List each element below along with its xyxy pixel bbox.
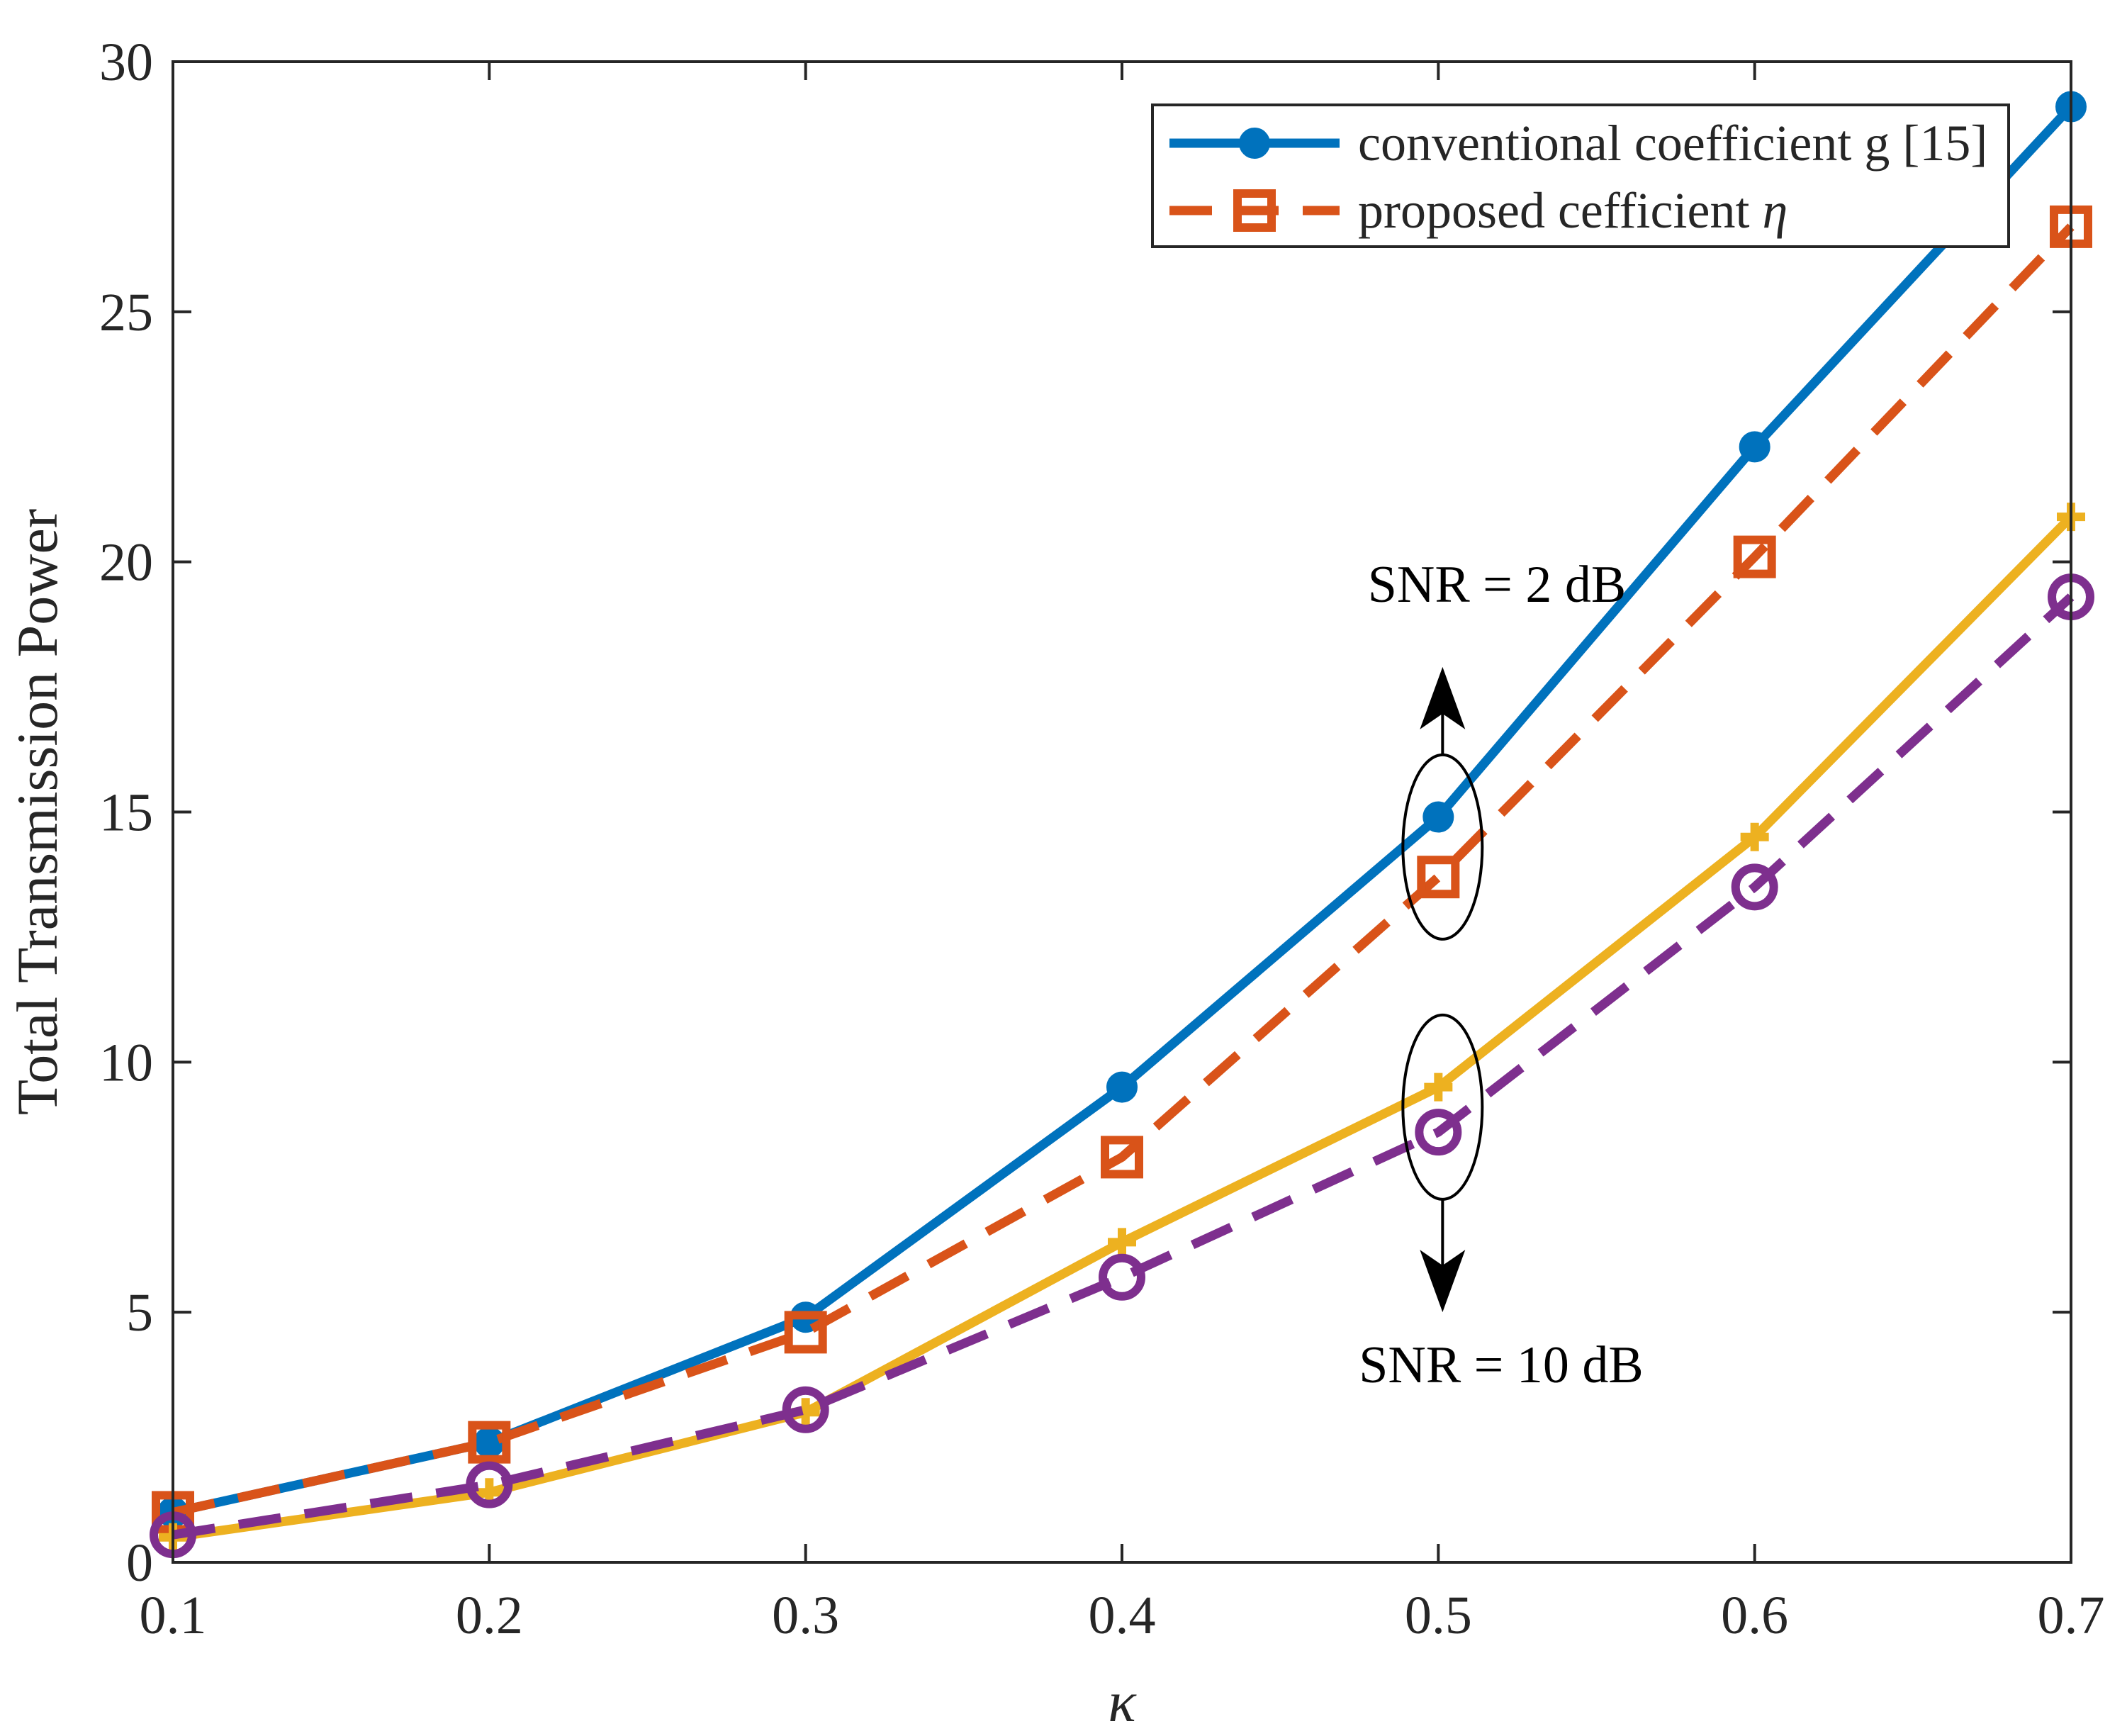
x-axis-label: κ: [1108, 1669, 1137, 1734]
series-4-point-4: [1099, 1253, 1145, 1301]
series-2-point-4: [1101, 1136, 1143, 1179]
annotation-layer: SNR = 2 dB SNR = 10 dB: [1359, 556, 1644, 1394]
series-1-point-6: [1739, 431, 1770, 463]
x-tick-label-2: 0.2: [456, 1586, 523, 1645]
series-3-point-4: [1108, 1228, 1136, 1257]
legend-label-2: proposed cefficient η: [1358, 182, 1788, 239]
series-2-point-5: [1417, 856, 1460, 899]
annotation-snr-10db: SNR = 10 dB: [1359, 1336, 1644, 1394]
series-3-point-5: [1424, 1073, 1453, 1102]
series-2-point-6: [1733, 535, 1776, 578]
y-tick-label-5: 20: [99, 533, 153, 593]
legend-label-1: conventional coefficient g [15]: [1358, 115, 1987, 172]
y-tick-label-6: 25: [99, 283, 153, 342]
legend-box: [1151, 103, 2010, 248]
series-1-point-5: [1422, 801, 1454, 833]
series-4-point-2: [466, 1461, 513, 1508]
series-4-line: [172, 593, 2075, 1540]
series-layer: [150, 91, 2094, 1559]
series-3-point-6: [1740, 822, 1769, 851]
x-tick-label-6: 0.6: [1721, 1586, 1788, 1645]
x-tick-label-7: 0.7: [2038, 1586, 2105, 1645]
series-2-point-2: [468, 1421, 511, 1464]
legend-label-2-symbol: η: [1762, 182, 1788, 239]
legend-label-1-text: conventional coefficient g [15]: [1358, 115, 1987, 172]
x-tick-label-3: 0.3: [772, 1586, 839, 1645]
series-4-point-3: [782, 1386, 829, 1433]
legend-label-2-text: proposed cefficient: [1358, 182, 1762, 239]
snr-2db-arrow-head: [1420, 666, 1466, 729]
snr-10db-arrow-head: [1420, 1250, 1466, 1313]
series-2-point-3: [784, 1311, 827, 1354]
axes-layer: 0.1 0.2 0.3 0.4 0.5 0.6 0.7 0 5 10 15 20 25 30 κ Total …: [5, 33, 2105, 1734]
series-1-point-4: [1106, 1071, 1138, 1103]
series-4-point-6: [1731, 863, 1778, 911]
annotation-snr-2db: SNR = 2 dB: [1368, 556, 1627, 614]
legend-swatch-marker-2: [1233, 189, 1276, 232]
x-tick-label-4: 0.4: [1089, 1586, 1156, 1645]
y-tick-label-1: 0: [126, 1533, 153, 1593]
y-tick-label-2: 5: [126, 1283, 153, 1343]
y-tick-label-3: 10: [99, 1033, 153, 1092]
series-4-point-5: [1415, 1109, 1462, 1156]
legend-swatch-marker-1: [1239, 128, 1270, 159]
x-tick-label-1: 0.1: [140, 1586, 207, 1645]
x-tick-label-5: 0.5: [1405, 1586, 1472, 1645]
series-2: [152, 205, 2092, 1534]
series-2-line: [172, 223, 2075, 1517]
legend: conventional coefficient g [15] proposed …: [1151, 103, 2010, 248]
y-tick-label-4: 15: [99, 783, 153, 843]
y-tick-label-7: 30: [99, 33, 153, 92]
y-axis-label: Total Transmission Power: [5, 509, 69, 1115]
